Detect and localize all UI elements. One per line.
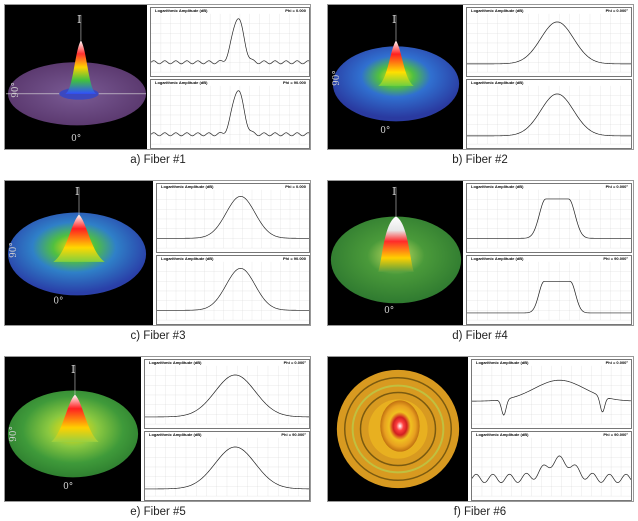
fiber-5-label-90: 90° bbox=[9, 426, 19, 442]
fiber-1-label-i: I bbox=[77, 13, 81, 26]
fiber-2-label-i: I bbox=[392, 13, 396, 26]
fiber-1-beam-graphic: I 90° 0° bbox=[5, 13, 147, 144]
fiber-3-plot-top-grid bbox=[157, 189, 309, 249]
fiber-4-caption: d) Fiber #4 bbox=[452, 330, 508, 342]
fiber-2-phi-top: Phi = 0.000° bbox=[605, 8, 628, 13]
fiber-6-plot-phi-90: Logarithmic Amplitude (dB) Phi = 90.000° bbox=[471, 431, 632, 501]
fiber-1-plot-title-top: Logarithmic Amplitude (dB) bbox=[155, 8, 208, 13]
fiber-3-caption: c) Fiber #3 bbox=[130, 330, 186, 342]
fiber-2-beam-graphic: I 90° 0° bbox=[332, 13, 460, 136]
fiber-6-figure: Logarithmic Amplitude (dB) Phi = 0.000° … bbox=[327, 356, 634, 502]
fiber-4-plot-phi-90: Logarithmic Amplitude (dB) Phi = 90.000° bbox=[466, 255, 632, 325]
fiber-1-3d-beam-profile: I 90° 0° bbox=[5, 5, 147, 149]
fiber-4-label-i: I bbox=[392, 185, 396, 198]
fiber-1-phi-top: Phi = 0.000 bbox=[285, 8, 306, 13]
fiber-2-curve-top bbox=[467, 21, 631, 65]
fiber-1-figure: I 90° 0° Logarithmic Amplitude (dB) Phi … bbox=[4, 4, 311, 150]
fiber-3-3d-beam-profile: I 90° 0° bbox=[5, 181, 153, 325]
fiber-5-label-0: 0° bbox=[63, 482, 73, 492]
fiber-2-figure: I 90° 0° Logarithmic Amplitude (dB) Phi … bbox=[327, 4, 634, 150]
fiber-3-beam-graphic: I 90° 0° bbox=[7, 185, 147, 306]
fiber-3-label-90: 90° bbox=[9, 242, 19, 258]
fiber-1-plot-title-bottom: Logarithmic Amplitude (dB) bbox=[155, 80, 208, 85]
fiber-5-plot-bottom-grid bbox=[145, 437, 309, 497]
fiber-2-plot-bottom-grid bbox=[467, 85, 631, 145]
fiber-4-plot-bottom-grid bbox=[467, 261, 631, 321]
fiber-6-plot-title-top: Logarithmic Amplitude (dB) bbox=[476, 360, 529, 365]
fiber-5-phi-bottom: Phi = 90.000° bbox=[281, 432, 306, 437]
fiber-1-curve-bottom bbox=[151, 90, 309, 137]
fiber-4-figure: I 0° Logarithmic Amplitude (dB) Phi = 0.… bbox=[327, 180, 634, 326]
fiber-6-plot-title-bottom: Logarithmic Amplitude (dB) bbox=[476, 432, 529, 437]
fiber-3-plot-title-top: Logarithmic Amplitude (dB) bbox=[161, 184, 214, 189]
fiber-4-plot-title-top: Logarithmic Amplitude (dB) bbox=[471, 184, 524, 189]
fiber-2-label-90: 90° bbox=[332, 70, 342, 86]
fiber-2-plot-title-top: Logarithmic Amplitude (dB) bbox=[471, 8, 524, 13]
fiber-2-plot-top-grid bbox=[467, 13, 631, 73]
fiber-3-phi-top: Phi = 0.000 bbox=[285, 184, 306, 189]
fiber-1-curve-top bbox=[151, 18, 309, 65]
fiber-4-phi-bottom: Phi = 90.000° bbox=[603, 256, 628, 261]
fiber-5-plot-phi-0: Logarithmic Amplitude (dB) Phi = 0.000° bbox=[144, 359, 310, 429]
fiber-4-plot-top-grid bbox=[467, 189, 631, 249]
fiber-4-plot-phi-0: Logarithmic Amplitude (dB) Phi = 0.000° bbox=[466, 183, 632, 253]
fiber-6-plot-top-grid bbox=[472, 365, 631, 425]
fiber-3-plot-phi-0: Logarithmic Amplitude (dB) Phi = 0.000 bbox=[156, 183, 310, 253]
fiber-5-plot-top-grid bbox=[145, 365, 309, 425]
fiber-4-beam-graphic: I 0° bbox=[330, 185, 462, 316]
fiber-4-3d-beam-profile: I 0° bbox=[328, 181, 463, 325]
fiber-4-plot-title-bottom: Logarithmic Amplitude (dB) bbox=[471, 256, 524, 261]
fiber-5-curve-top bbox=[145, 374, 309, 418]
fiber-3-phi-bottom: Phi = 90.000 bbox=[282, 256, 306, 261]
fiber-5-caption: e) Fiber #5 bbox=[130, 506, 186, 518]
fiber-5-figure: I 90° 0° Logarithmic Amplitude (dB) Phi … bbox=[4, 356, 311, 502]
fiber-2-curve-bottom bbox=[467, 93, 631, 137]
fiber-4-label-0: 0° bbox=[384, 306, 394, 316]
fiber-4-curve-bottom bbox=[467, 281, 631, 314]
fiber-3-label-0: 0° bbox=[53, 296, 63, 306]
fiber-6-plot-phi-0: Logarithmic Amplitude (dB) Phi = 0.000° bbox=[471, 359, 632, 429]
fiber-2-caption: b) Fiber #2 bbox=[452, 154, 508, 166]
fiber-2-3d-beam-profile: I 90° 0° bbox=[328, 5, 463, 149]
fiber-6-beam-graphic bbox=[336, 369, 460, 489]
fiber-5-3d-beam-profile: I 90° 0° bbox=[5, 357, 141, 501]
fiber-5-phi-top: Phi = 0.000° bbox=[283, 360, 306, 365]
fiber-6-phi-top: Phi = 0.000° bbox=[605, 360, 628, 365]
fiber-3-curve-top bbox=[157, 195, 309, 239]
fiber-5-beam-graphic: I 90° 0° bbox=[7, 363, 139, 492]
fiber-3-label-i: I bbox=[75, 185, 79, 198]
fiber-4-phi-top: Phi = 0.000° bbox=[605, 184, 628, 189]
fiber-1-phi-bottom: Phi = 90.000 bbox=[282, 80, 306, 85]
fiber-3-figure: I 90° 0° Logarithmic Amplitude (dB) Phi … bbox=[4, 180, 311, 326]
fiber-3-curve-bottom bbox=[157, 267, 309, 311]
fiber-5-plot-title-bottom: Logarithmic Amplitude (dB) bbox=[149, 432, 202, 437]
fiber-1-label-90: 90° bbox=[11, 82, 21, 98]
fiber-3-plot-phi-90: Logarithmic Amplitude (dB) Phi = 90.000 bbox=[156, 255, 310, 325]
fiber-5-label-i: I bbox=[71, 363, 75, 376]
fiber-6-curve-bottom bbox=[472, 455, 631, 483]
fiber-4-curve-top bbox=[467, 198, 631, 239]
fiber-5-curve-bottom bbox=[145, 446, 309, 490]
fiber-2-label-0: 0° bbox=[380, 126, 390, 136]
fiber-1-label-0: 0° bbox=[71, 134, 81, 144]
fiber-1-plot-phi-90: Logarithmic Amplitude (dB) Phi = 90.000 bbox=[150, 79, 310, 149]
fiber-5-plot-phi-90: Logarithmic Amplitude (dB) Phi = 90.000° bbox=[144, 431, 310, 501]
fiber-6-caption: f) Fiber #6 bbox=[453, 506, 507, 518]
fiber-6-3d-beam-profile bbox=[328, 357, 468, 501]
fiber-2-plot-phi-0: Logarithmic Amplitude (dB) Phi = 0.000° bbox=[466, 7, 632, 77]
fiber-2-plot-title-bottom: Logarithmic Amplitude (dB) bbox=[471, 80, 524, 85]
fiber-5-plot-title-top: Logarithmic Amplitude (dB) bbox=[149, 360, 202, 365]
fiber-1-caption: a) Fiber #1 bbox=[130, 154, 186, 166]
fiber-3-plot-bottom-grid bbox=[157, 261, 309, 321]
fiber-6-phi-bottom: Phi = 90.000° bbox=[603, 432, 628, 437]
fiber-2-plot-phi-90: Logarithmic Amplitude (dB) bbox=[466, 79, 632, 149]
fiber-1-plot-phi-0: Logarithmic Amplitude (dB) Phi = 0.000 bbox=[150, 7, 310, 77]
fiber-6-curve-top bbox=[472, 379, 631, 416]
fiber-3-plot-title-bottom: Logarithmic Amplitude (dB) bbox=[161, 256, 214, 261]
